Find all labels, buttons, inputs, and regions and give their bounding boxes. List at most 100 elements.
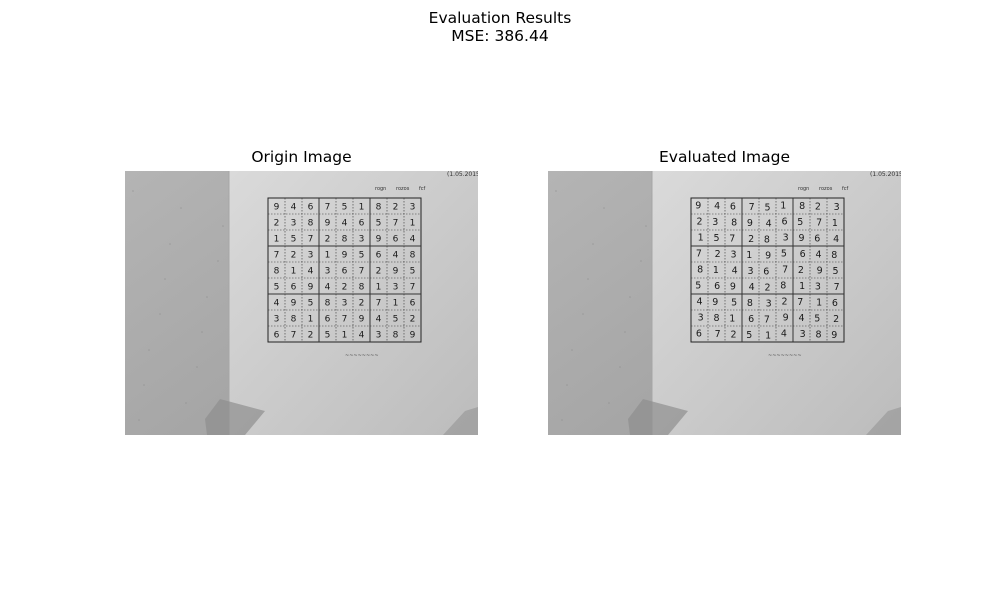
sudoku-digit: 8 bbox=[308, 219, 314, 229]
sudoku-digit: 3 bbox=[325, 267, 331, 277]
sudoku-digit: 8 bbox=[359, 283, 365, 293]
sudoku-digit: 7 bbox=[816, 218, 822, 229]
sudoku-digit: 8 bbox=[325, 299, 331, 309]
desk-speck bbox=[132, 190, 134, 192]
sudoku-digit: 8 bbox=[697, 265, 703, 276]
sudoku-digit: 5 bbox=[764, 203, 770, 214]
sudoku-digit: 8 bbox=[410, 251, 416, 261]
sudoku-digit: 3 bbox=[308, 251, 314, 261]
sudoku-digit: 9 bbox=[325, 219, 331, 229]
sudoku-digit: 6 bbox=[325, 315, 331, 325]
sudoku-digit: 2 bbox=[748, 234, 754, 245]
sudoku-digit: 1 bbox=[832, 218, 838, 229]
sudoku-digit: 6 bbox=[359, 219, 365, 229]
sudoku-digit: 9 bbox=[308, 283, 314, 293]
sudoku-digit: 6 bbox=[730, 202, 736, 213]
sudoku-digit: 7 bbox=[376, 299, 382, 309]
desk-speck bbox=[608, 402, 610, 404]
sudoku-digit: 4 bbox=[393, 251, 399, 261]
desk-speck bbox=[201, 331, 203, 333]
sudoku-digit: 1 bbox=[816, 298, 822, 309]
sudoku-digit: 5 bbox=[342, 203, 348, 213]
sudoku-digit: 1 bbox=[291, 267, 297, 277]
sudoku-digit: 4 bbox=[833, 234, 839, 245]
sudoku-digit: 7 bbox=[834, 282, 840, 293]
sudoku-digit: 4 bbox=[749, 282, 755, 293]
sudoku-digit: 9 bbox=[342, 251, 348, 261]
sudoku-digit: 7 bbox=[274, 251, 280, 261]
sudoku-digit: 6 bbox=[832, 298, 838, 309]
sudoku-digit: 2 bbox=[393, 203, 399, 213]
sudoku-digit: 9 bbox=[291, 299, 297, 309]
sudoku-digit: 2 bbox=[815, 202, 821, 213]
sudoku-digit: 8 bbox=[376, 203, 382, 213]
sudoku-digit: 3 bbox=[291, 219, 297, 229]
sudoku-digit: 5 bbox=[308, 299, 314, 309]
sudoku-digit: 4 bbox=[359, 331, 365, 341]
sudoku-digit: 5 bbox=[814, 314, 820, 325]
sudoku-digit: 5 bbox=[713, 233, 719, 244]
sudoku-digit: 7 bbox=[393, 219, 399, 229]
sudoku-digit: 7 bbox=[749, 202, 755, 213]
sudoku-digit: 4 bbox=[274, 299, 280, 309]
sudoku-digit: 4 bbox=[342, 219, 348, 229]
sudoku-digit: 1 bbox=[799, 281, 805, 292]
sudoku-digit: 8 bbox=[731, 218, 737, 229]
sudoku-digit: 2 bbox=[833, 314, 839, 325]
sheet-header-label: fcf bbox=[419, 186, 426, 192]
sudoku-digit: 9 bbox=[376, 235, 382, 245]
sudoku-digit: 5 bbox=[410, 267, 416, 277]
sudoku-digit: 4 bbox=[732, 266, 738, 277]
sudoku-digit: 9 bbox=[712, 297, 718, 308]
sheet-date: (1.05.2015) bbox=[870, 171, 901, 178]
sudoku-digit: 3 bbox=[747, 266, 753, 277]
sudoku-digit: 5 bbox=[359, 251, 365, 261]
desk-speck bbox=[185, 402, 187, 404]
sheet-date: (1.05.2015) bbox=[447, 171, 478, 178]
sudoku-digit: 4 bbox=[410, 235, 416, 245]
sudoku-digit: 7 bbox=[715, 329, 721, 340]
panel-title-origin: Origin Image bbox=[125, 148, 478, 166]
sudoku-digit: 7 bbox=[291, 331, 297, 341]
sudoku-digit: 7 bbox=[797, 297, 803, 308]
sudoku-digit: 2 bbox=[715, 249, 721, 260]
sudoku-digit: 8 bbox=[747, 298, 753, 309]
sudoku-digit: 7 bbox=[410, 283, 416, 293]
sudoku-digit: 6 bbox=[800, 249, 806, 260]
desk-speck bbox=[619, 366, 621, 368]
sudoku-digit: 4 bbox=[766, 219, 772, 230]
sudoku-digit: 3 bbox=[730, 250, 736, 261]
sudoku-digit: 3 bbox=[815, 282, 821, 293]
sudoku-digit: 4 bbox=[798, 313, 804, 324]
sudoku-digit: 4 bbox=[376, 315, 382, 325]
evaluated-image: (1.05.2015)rognrozosfcf94675182323894657… bbox=[548, 171, 901, 435]
sudoku-digit: 4 bbox=[325, 283, 331, 293]
sudoku-digit: 3 bbox=[712, 217, 718, 228]
sudoku-digit: 9 bbox=[817, 266, 823, 277]
desk-speck bbox=[159, 313, 161, 315]
sudoku-digit: 8 bbox=[815, 330, 821, 341]
sudoku-digit: 3 bbox=[274, 315, 280, 325]
sudoku-digit: 8 bbox=[274, 267, 280, 277]
sudoku-digit: 7 bbox=[729, 234, 735, 245]
sudoku-digit: 6 bbox=[696, 329, 702, 340]
sudoku-digit: 4 bbox=[815, 250, 821, 261]
sudoku-digit: 3 bbox=[800, 329, 806, 340]
sudoku-digit: 9 bbox=[798, 233, 804, 244]
sheet-header-label: rogn bbox=[798, 186, 809, 192]
desk-speck bbox=[624, 331, 626, 333]
sudoku-digit: 9 bbox=[730, 282, 736, 293]
sudoku-digit: 2 bbox=[410, 315, 416, 325]
desk-speck bbox=[169, 243, 171, 245]
sudoku-digit: 6 bbox=[410, 299, 416, 309]
sudoku-digit: 1 bbox=[274, 235, 280, 245]
sudoku-digit: 1 bbox=[325, 251, 331, 261]
sudoku-digit: 2 bbox=[308, 331, 314, 341]
sudoku-digit: 4 bbox=[291, 203, 297, 213]
sudoku-digit: 1 bbox=[780, 201, 786, 212]
sudoku-digit: 4 bbox=[696, 297, 702, 308]
sudoku-digit: 7 bbox=[696, 249, 702, 260]
sudoku-digit: 2 bbox=[798, 265, 804, 276]
panel-title-evaluated: Evaluated Image bbox=[548, 148, 901, 166]
sudoku-digit: 6 bbox=[814, 234, 820, 245]
